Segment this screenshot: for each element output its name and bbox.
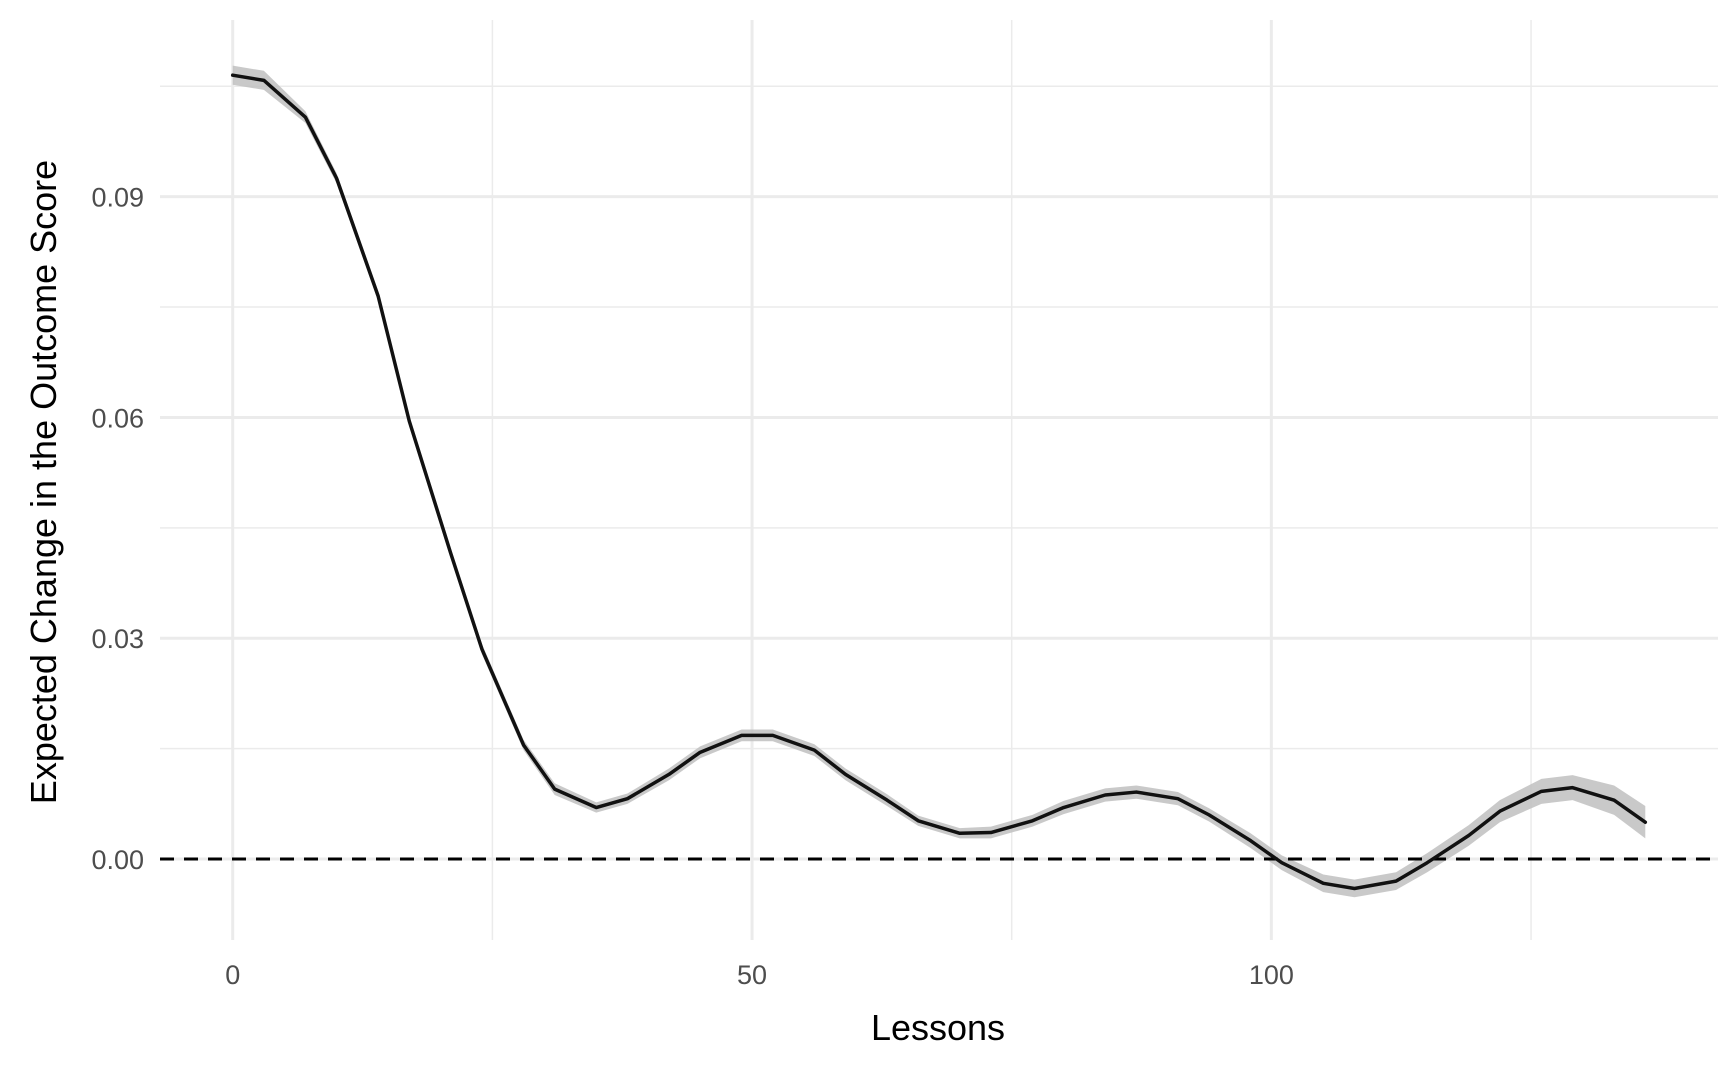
x-axis-ticks: 0 50 100 — [225, 960, 1294, 990]
y-tick-label: 0.09 — [91, 183, 144, 213]
y-tick-label: 0.03 — [91, 624, 144, 654]
series-line — [230, 73, 1648, 891]
x-tick-label: 0 — [225, 960, 240, 990]
grid-lines — [160, 20, 1718, 940]
y-tick-label: 0.06 — [91, 403, 144, 433]
x-axis-title: Lessons — [871, 1007, 1005, 1048]
y-tick-label: 0.00 — [91, 845, 144, 875]
series-line-layer — [230, 73, 1648, 891]
y-axis-title: Expected Change in the Outcome Score — [23, 160, 64, 804]
confidence-band — [232, 65, 1646, 898]
y-axis-ticks: 0.00 0.03 0.06 0.09 — [91, 183, 144, 875]
x-tick-label: 50 — [737, 960, 767, 990]
x-tick-label: 100 — [1249, 960, 1294, 990]
confidence-band-layer — [232, 65, 1646, 898]
